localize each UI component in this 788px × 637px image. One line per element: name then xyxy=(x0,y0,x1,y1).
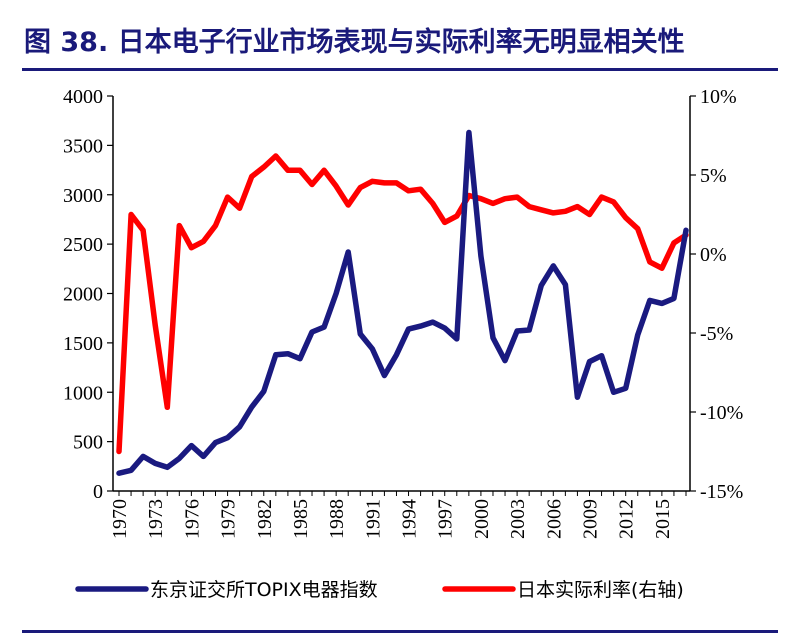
left-y-tick-label: 0 xyxy=(93,481,103,503)
left-y-tick-label: 4000 xyxy=(63,86,103,108)
x-tick-label: 2015 xyxy=(652,499,674,539)
x-tick-label: 1988 xyxy=(326,499,348,539)
legend-label-2: 日本实际利率(右轴) xyxy=(517,579,684,601)
left-y-tick-label: 1500 xyxy=(63,333,103,355)
right-y-tick-label: -15% xyxy=(700,481,743,503)
x-tick-label: 1973 xyxy=(145,499,167,539)
right-y-tick-label: 10% xyxy=(700,86,737,108)
series-line-1 xyxy=(116,129,689,476)
right-y-tick-label: -5% xyxy=(700,323,733,345)
left-y-tick-label: 3000 xyxy=(63,185,103,207)
figure-title: 图 38. 日本电子行业市场表现与实际利率无明显相关性 xyxy=(24,27,685,58)
x-tick-label: 1994 xyxy=(399,499,421,539)
figure-header: 图 38. 日本电子行业市场表现与实际利率无明显相关性 xyxy=(0,0,788,74)
x-tick-label: 1997 xyxy=(435,499,457,539)
left-y-tick-label: 1000 xyxy=(63,382,103,404)
x-tick-label: 1970 xyxy=(109,499,131,539)
x-tick-label: 2000 xyxy=(471,499,493,539)
series-layer xyxy=(116,129,689,476)
x-tick-label: 1982 xyxy=(254,499,276,539)
x-tick-label: 2009 xyxy=(579,499,601,539)
x-tick-label: 2003 xyxy=(507,499,529,539)
left-y-tick-label: 500 xyxy=(73,432,103,454)
x-tick-label: 1985 xyxy=(290,499,312,539)
axes: 0 500 1000 1500 2000 2500 3000 3500 4000 -15% -10%… xyxy=(63,86,743,539)
left-y-tick-label: 3500 xyxy=(63,135,103,157)
x-tick-label: 1979 xyxy=(218,499,240,539)
right-y-tick-label: 5% xyxy=(700,165,727,187)
x-tick-label: 1976 xyxy=(181,499,203,539)
left-y-tick-label: 2500 xyxy=(63,234,103,256)
x-tick-label: 2006 xyxy=(543,499,565,539)
series-line-2 xyxy=(116,153,689,455)
right-y-tick-label: -10% xyxy=(700,402,743,424)
bottom-rule xyxy=(22,630,778,633)
legend: 东京证交所TOPIX电器指数 日本实际利率(右轴) xyxy=(75,579,684,601)
legend-label-1: 东京证交所TOPIX电器指数 xyxy=(150,579,378,601)
left-y-tick-label: 2000 xyxy=(63,284,103,306)
x-tick-label: 1991 xyxy=(362,499,384,539)
title-underline xyxy=(22,68,778,71)
x-tick-label: 2012 xyxy=(616,499,638,539)
right-y-tick-label: 0% xyxy=(700,244,727,266)
